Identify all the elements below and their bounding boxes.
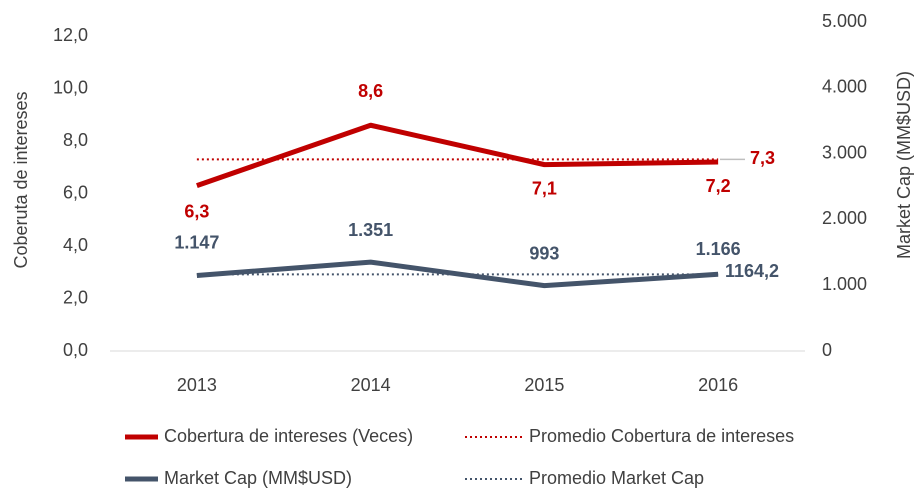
y-tick-label: 2,0 — [63, 287, 88, 307]
data-label: 6,3 — [184, 201, 209, 221]
legend-label: Market Cap (MM$USD) — [164, 468, 352, 488]
y-axis-title: Coberuta de intereses — [11, 91, 31, 268]
annotation: 1164,2 — [725, 261, 779, 281]
series-line — [196, 122, 719, 188]
data-label: 7,1 — [532, 178, 557, 198]
y2-tick-label: 1.000 — [822, 274, 867, 294]
legend-label: Promedio Market Cap — [529, 468, 704, 488]
legend-label: Promedio Cobertura de intereses — [529, 426, 794, 446]
data-label: 993 — [529, 243, 559, 263]
x-tick-label: 2016 — [698, 375, 738, 395]
data-label: 7,2 — [706, 176, 731, 196]
y2-tick-label: 3.000 — [822, 142, 867, 162]
y2-tick-label: 4.000 — [822, 77, 867, 97]
data-label: 8,6 — [358, 81, 383, 101]
x-tick-label: 2013 — [177, 375, 217, 395]
annotation: 7,3 — [750, 148, 775, 168]
y-tick-label: 6,0 — [63, 182, 88, 202]
x-tick-label: 2014 — [351, 375, 391, 395]
y-tick-label: 12,0 — [53, 25, 88, 45]
y2-tick-label: 2.000 — [822, 208, 867, 228]
legend-label: Cobertura de intereses (Veces) — [164, 426, 413, 446]
y2-axis-title: Market Cap (MM$USD) — [894, 71, 914, 259]
x-tick-label: 2015 — [524, 375, 564, 395]
y2-tick-label: 0 — [822, 340, 832, 360]
data-label: 1.147 — [174, 232, 219, 252]
data-label: 1.351 — [348, 220, 393, 240]
y-tick-label: 8,0 — [63, 130, 88, 150]
y2-tick-label: 5.000 — [822, 11, 867, 31]
y-tick-label: 10,0 — [53, 77, 88, 97]
y-tick-label: 0,0 — [63, 340, 88, 360]
data-label: 1.166 — [696, 239, 741, 259]
y-tick-label: 4,0 — [63, 235, 88, 255]
